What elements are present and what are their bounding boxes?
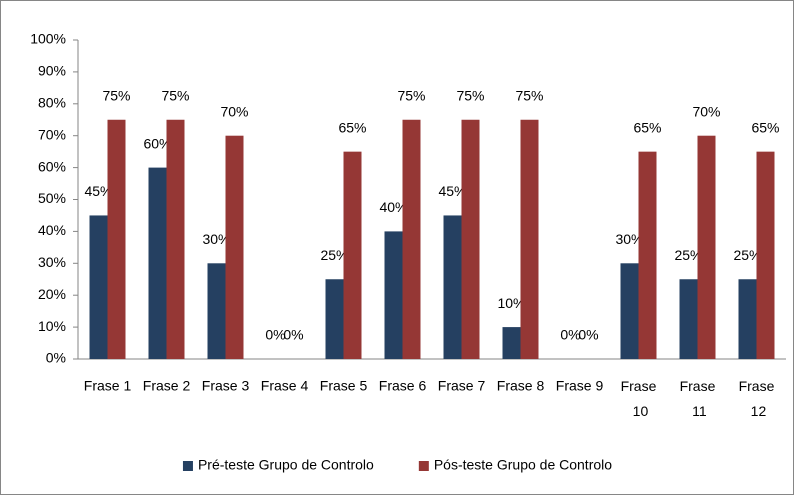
data-label: 45% [438, 183, 466, 199]
bar [384, 231, 403, 359]
x-tick-label: Frase 11 [680, 378, 716, 419]
data-label: 0% [578, 327, 598, 343]
legend-swatch [418, 461, 429, 471]
y-tick-label: 30% [38, 254, 66, 270]
legend-swatch [182, 461, 193, 471]
bar [402, 119, 421, 359]
data-label: 40% [379, 199, 407, 215]
data-label: 60% [143, 135, 171, 151]
y-tick-label: 10% [38, 318, 66, 334]
y-tick-label: 90% [38, 63, 66, 79]
data-label: 65% [338, 119, 366, 135]
bar [679, 279, 698, 359]
data-label: 30% [202, 231, 230, 247]
bar [738, 279, 757, 359]
bar [166, 119, 185, 359]
data-label: 0% [560, 327, 580, 343]
legend-label: Pós-teste Grupo de Controlo [434, 457, 612, 473]
y-tick-label: 60% [38, 158, 66, 174]
y-tick-label: 100% [30, 31, 66, 47]
x-tick-label: Frase 1 [84, 378, 132, 394]
data-label: 0% [283, 327, 303, 343]
x-tick-label: Frase 8 [497, 378, 545, 394]
bar [443, 215, 462, 359]
bar [756, 151, 775, 359]
bar [638, 151, 657, 359]
data-label: 45% [84, 183, 112, 199]
data-label: 0% [265, 327, 285, 343]
bar [107, 119, 126, 359]
bar [225, 135, 244, 359]
x-tick-label: Frase 9 [556, 378, 604, 394]
y-tick-label: 40% [38, 222, 66, 238]
data-label: 25% [320, 247, 348, 263]
bar [325, 279, 344, 359]
x-tick-label: Frase 4 [261, 378, 309, 394]
bar [697, 135, 716, 359]
x-tick-label: Frase 7 [438, 378, 486, 394]
y-tick-label: 0% [46, 350, 66, 366]
data-label: 25% [674, 247, 702, 263]
x-tick-label: Frase 5 [320, 378, 368, 394]
bar [207, 263, 226, 359]
y-tick-label: 20% [38, 286, 66, 302]
y-tick-label: 50% [38, 190, 66, 206]
data-label: 25% [733, 247, 761, 263]
x-tick-label: Frase 12 [739, 378, 775, 419]
data-label: 70% [220, 103, 248, 119]
x-tick-label: Frase 10 [621, 378, 657, 419]
data-label: 30% [615, 231, 643, 247]
bar [520, 119, 539, 359]
y-tick-label: 70% [38, 126, 66, 142]
bar [89, 215, 108, 359]
bar [461, 119, 480, 359]
data-label: 10% [497, 295, 525, 311]
data-label: 75% [515, 87, 543, 103]
x-tick-label: Frase 6 [379, 378, 427, 394]
y-tick-label: 80% [38, 95, 66, 111]
data-label: 75% [456, 87, 484, 103]
data-label: 65% [633, 119, 661, 135]
data-label: 70% [692, 103, 720, 119]
bar [620, 263, 639, 359]
data-label: 75% [102, 87, 130, 103]
bar [148, 167, 167, 359]
legend-label: Pré-teste Grupo de Controlo [198, 457, 374, 473]
data-label: 65% [751, 119, 779, 135]
x-tick-label: Frase 2 [143, 378, 191, 394]
x-tick-label: Frase 3 [202, 378, 250, 394]
data-label: 75% [397, 87, 425, 103]
bar [502, 327, 521, 359]
bar [343, 151, 362, 359]
data-label: 75% [161, 87, 189, 103]
